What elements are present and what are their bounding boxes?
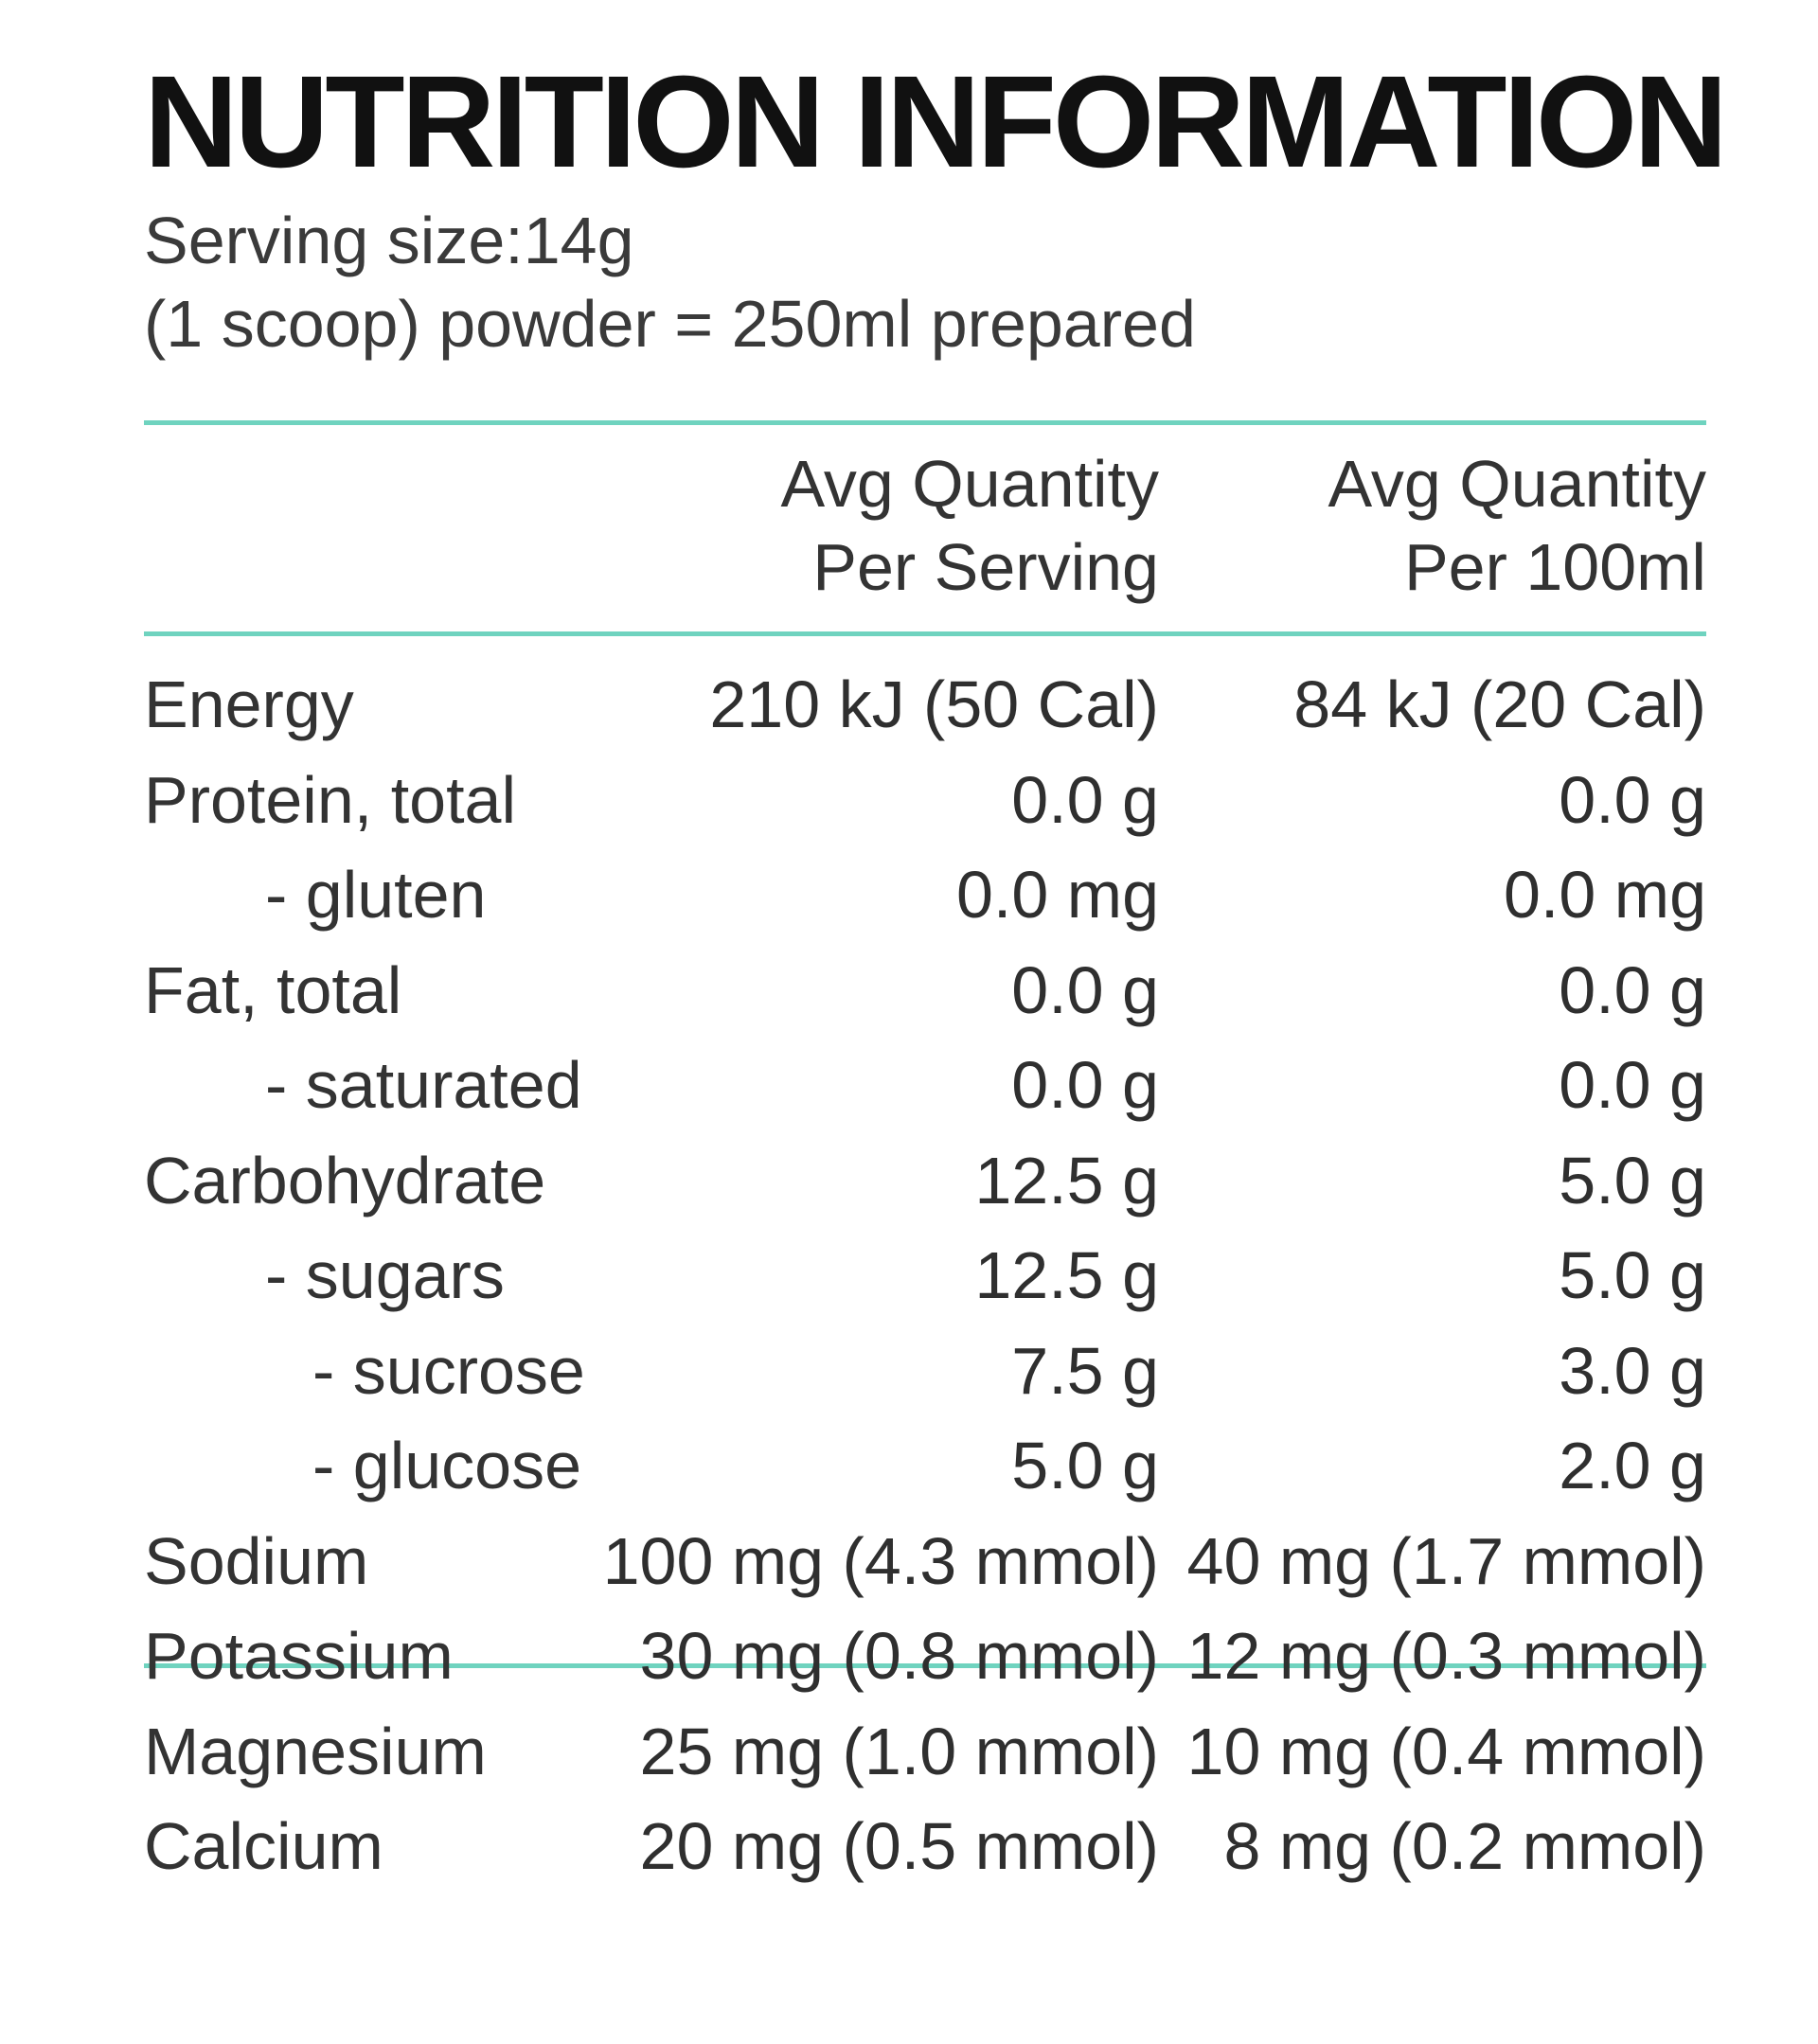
value-per-100ml: 10 mg (0.4 mmol) (1186, 1714, 1706, 1788)
serving-size: Serving size:14g (144, 204, 634, 277)
table-row: - sugars 12.5 g 5.0 g (144, 1228, 1710, 1324)
table-header: Avg Quantity Per Serving Avg Quantity Pe… (144, 425, 1710, 631)
table-row: Magnesium 25 mg (1.0 mmol) 10 mg (0.4 mmol… (144, 1704, 1710, 1800)
value-per-serving: 30 mg (0.8 mmol) (639, 1619, 1159, 1693)
value-per-serving: 0.0 g (1011, 762, 1159, 837)
column-header-per-100ml: Avg Quantity Per 100ml (1328, 442, 1707, 609)
value-per-100ml: 5.0 g (1559, 1143, 1706, 1218)
table-row: Carbohydrate 12.5 g 5.0 g (144, 1133, 1710, 1229)
value-per-serving: 0.0 g (1011, 1048, 1159, 1122)
table-row: - gluten 0.0 mg 0.0 mg (144, 847, 1710, 943)
value-per-serving: 5.0 g (1011, 1429, 1159, 1502)
nutrient-label: Calcium (144, 1809, 383, 1883)
table-row: Fat, total 0.0 g 0.0 g (144, 943, 1710, 1039)
value-per-serving: 20 mg (0.5 mmol) (639, 1809, 1159, 1883)
nutrient-label: - sugars (265, 1238, 505, 1312)
nutrient-label: Potassium (144, 1619, 454, 1693)
nutrient-label: Protein, total (144, 762, 516, 837)
value-per-100ml: 40 mg (1.7 mmol) (1186, 1523, 1706, 1598)
value-per-100ml: 12 mg (0.3 mmol) (1186, 1619, 1706, 1693)
nutrient-label: Sodium (144, 1523, 369, 1598)
value-per-serving: 12.5 g (974, 1143, 1159, 1218)
nutrient-label: Carbohydrate (144, 1143, 546, 1218)
table-row: - saturated 0.0 g 0.0 g (144, 1038, 1710, 1133)
value-per-100ml: 0.0 g (1559, 1048, 1706, 1122)
value-per-serving: 100 mg (4.3 mmol) (602, 1523, 1159, 1598)
column-header-per-100ml-line2: Per 100ml (1403, 530, 1706, 604)
table-row: - sucrose 7.5 g 3.0 g (144, 1324, 1710, 1419)
column-header-per-serving-line1: Avg Quantity (780, 447, 1160, 521)
table-row: Calcium 20 mg (0.5 mmol) 8 mg (0.2 mmol) (144, 1799, 1710, 1894)
value-per-serving: 0.0 g (1011, 952, 1159, 1027)
table-row: Energy 210 kJ (50 Cal) 84 kJ (20 Cal) (144, 657, 1710, 753)
table-row: Sodium 100 mg (4.3 mmol) 40 mg (1.7 mmol) (144, 1514, 1710, 1609)
table-row: Protein, total 0.0 g 0.0 g (144, 753, 1710, 848)
nutrient-label: - glucose (312, 1429, 582, 1502)
value-per-serving: 12.5 g (974, 1238, 1159, 1312)
value-per-100ml: 8 mg (0.2 mmol) (1223, 1809, 1706, 1883)
nutrient-label: - gluten (265, 858, 487, 932)
value-per-100ml: 0.0 mg (1504, 858, 1706, 932)
divider-header (144, 631, 1706, 636)
value-per-serving: 7.5 g (1011, 1333, 1159, 1408)
value-per-100ml: 84 kJ (20 Cal) (1293, 667, 1706, 741)
nutrient-label: - saturated (265, 1048, 582, 1122)
column-header-per-100ml-line1: Avg Quantity (1328, 447, 1707, 521)
divider-top (144, 420, 1706, 425)
nutrient-rows: Energy 210 kJ (50 Cal) 84 kJ (20 Cal) Prote… (144, 657, 1710, 1883)
table-row: Potassium 30 mg (0.8 mmol) 12 mg (0.3 mmol… (144, 1609, 1710, 1704)
nutrient-label: Fat, total (144, 952, 402, 1027)
value-per-100ml: 0.0 g (1559, 952, 1706, 1027)
value-per-serving: 0.0 mg (956, 858, 1159, 932)
value-per-100ml: 3.0 g (1559, 1333, 1706, 1408)
divider-bottom (144, 1663, 1706, 1668)
column-header-per-serving: Avg Quantity Per Serving (781, 442, 1160, 609)
value-per-100ml: 2.0 g (1559, 1429, 1706, 1502)
nutrient-label: Energy (144, 667, 354, 741)
serving-note: (1 scoop) powder = 250ml prepared (144, 287, 1196, 361)
value-per-100ml: 0.0 g (1559, 762, 1706, 837)
value-per-serving: 210 kJ (50 Cal) (709, 667, 1159, 741)
value-per-serving: 25 mg (1.0 mmol) (639, 1714, 1159, 1788)
table-row: - glucose 5.0 g 2.0 g (144, 1418, 1710, 1514)
nutrient-label: - sucrose (312, 1333, 585, 1408)
column-header-per-serving-line2: Per Serving (812, 530, 1159, 604)
value-per-100ml: 5.0 g (1559, 1238, 1706, 1312)
nutrient-label: Magnesium (144, 1714, 487, 1788)
nutrition-panel: NUTRITION INFORMATION Serving size:14g (… (144, 49, 1728, 1883)
page-title: NUTRITION INFORMATION (144, 49, 1728, 195)
